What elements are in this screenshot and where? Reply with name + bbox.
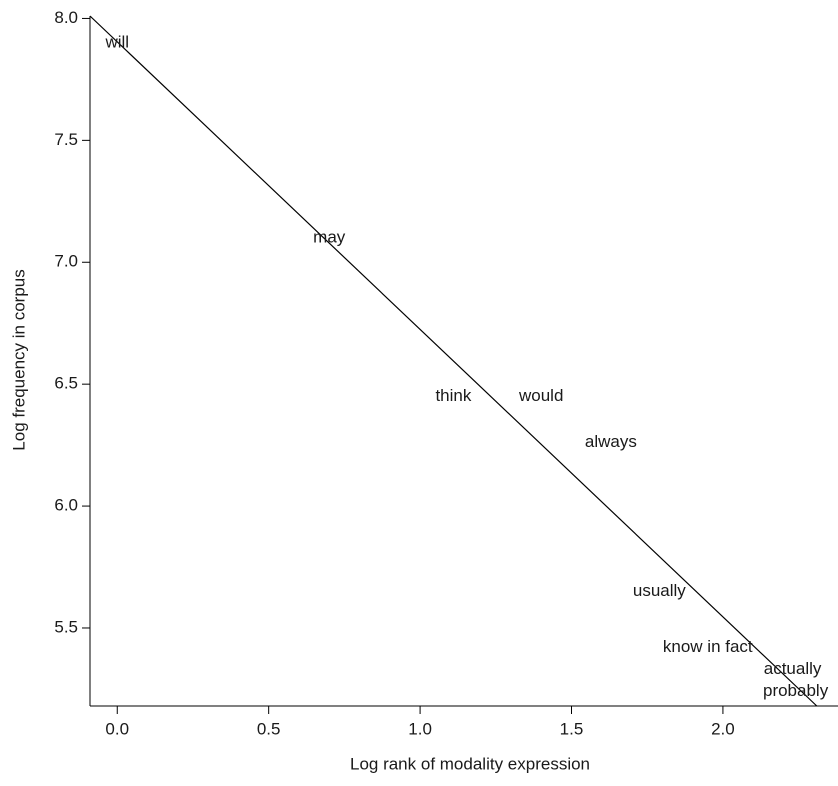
fit-line (90, 16, 817, 706)
point-label: may (313, 227, 346, 246)
point-label: will (104, 32, 129, 51)
y-tick-label: 6.5 (54, 374, 78, 393)
x-tick-label: 0.5 (257, 719, 281, 738)
chart: Log rank of modality expression Log freq… (0, 0, 838, 781)
point-label: probably (763, 681, 829, 700)
point-label: know in fact (663, 637, 753, 656)
point-label: think (435, 386, 471, 405)
y-tick-label: 7.5 (54, 130, 78, 149)
point-label: would (518, 386, 563, 405)
y-axis-title: Log frequency in corpus (9, 269, 28, 450)
x-axis-title: Log rank of modality expression (350, 754, 590, 773)
point-label: actually (764, 659, 822, 678)
y-tick-label: 8.0 (54, 8, 78, 27)
y-tick-label: 7.0 (54, 252, 78, 271)
x-tick-label: 0.0 (105, 719, 129, 738)
y-tick-label: 5.5 (54, 617, 78, 636)
x-tick-label: 2.0 (711, 719, 735, 738)
x-tick-label: 1.5 (560, 719, 584, 738)
y-tick-label: 6.0 (54, 496, 78, 515)
point-label: usually (633, 581, 686, 600)
x-tick-label: 1.0 (408, 719, 432, 738)
point-label: always (585, 432, 637, 451)
